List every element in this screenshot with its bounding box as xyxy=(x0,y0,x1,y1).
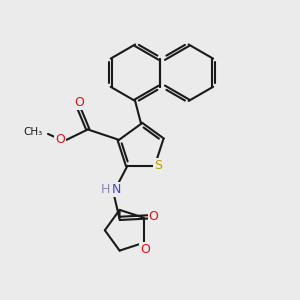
Text: H: H xyxy=(101,183,110,196)
Text: O: O xyxy=(149,210,158,224)
Text: O: O xyxy=(74,96,84,109)
Text: O: O xyxy=(140,243,150,256)
Text: N: N xyxy=(112,183,121,196)
Text: S: S xyxy=(154,159,162,172)
Text: O: O xyxy=(55,134,65,146)
Text: CH₃: CH₃ xyxy=(23,128,43,137)
